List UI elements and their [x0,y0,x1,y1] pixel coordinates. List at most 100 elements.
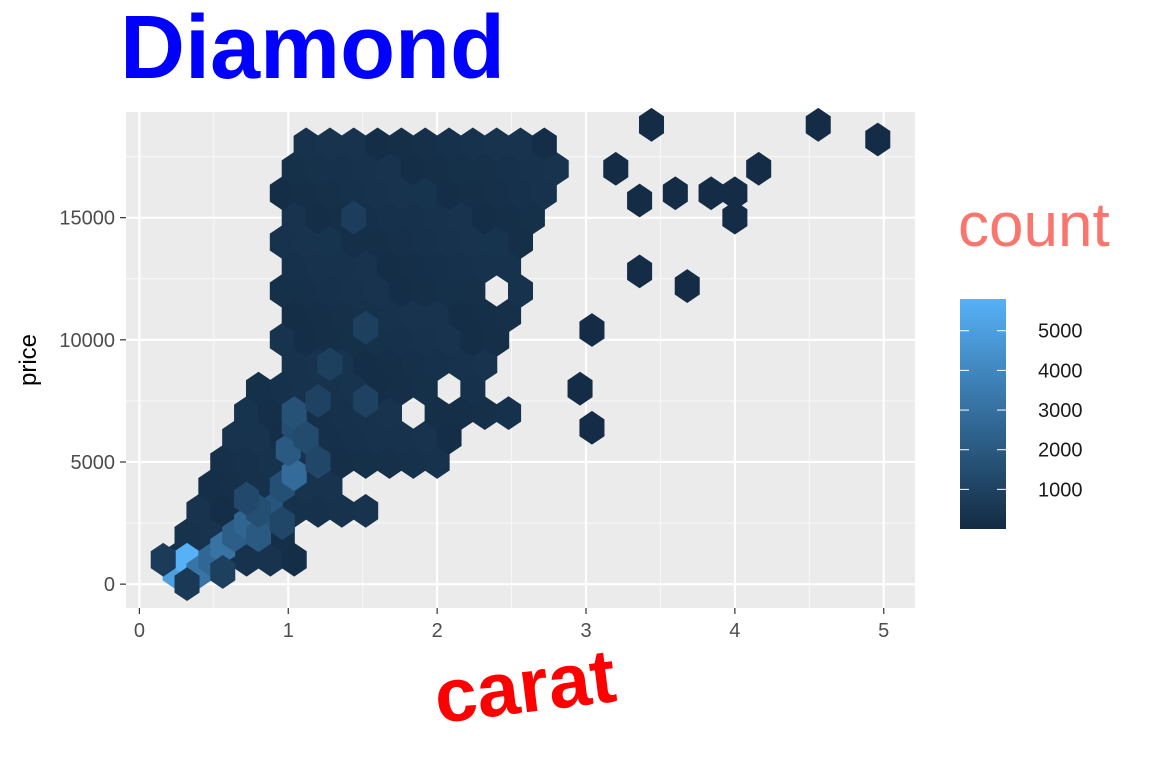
hex-bin [496,200,522,235]
hex-bin [496,298,522,333]
y-tick-label: 15000 [59,208,115,230]
hex-bin [317,176,343,211]
hex-bin [281,347,307,382]
hex-bin [412,371,438,406]
hex-bin [412,420,438,455]
hex-bin [317,347,343,382]
hex-bin [293,225,319,259]
hex-bin [496,151,522,186]
x-tick-label: 1 [283,620,294,642]
hex-bin [269,371,295,406]
hex-bin [496,396,522,431]
hex-bin [484,322,510,357]
y-axis-tick-labels: 0 5000 10000 15000 [59,208,115,597]
hex-bin [293,274,319,308]
hex-bin [519,151,545,186]
hex-bin [329,396,355,431]
hex-bin [305,493,331,528]
hex-bin [281,151,307,186]
hex-bin [603,151,629,186]
hex-bin [293,420,319,455]
hex-bin [507,225,534,259]
x-tick-label: 4 [729,620,740,642]
hex-bin [329,249,355,284]
hex-bin [234,481,260,516]
hex-bin [281,249,307,284]
hex-bin [448,347,474,382]
hex-bin [412,176,438,211]
hex-bin [460,127,486,162]
hex-bin [627,183,653,218]
hex-bin [448,298,474,333]
hex-bin [722,200,748,235]
hex-bin [531,127,557,162]
hex-bin [353,249,379,284]
hex-bin [317,469,343,504]
hex-bin [436,274,462,308]
hex-bin [400,298,426,333]
hex-bin [376,298,403,333]
hex-bin [305,445,331,479]
hex-bin [496,249,522,284]
hex-bin [281,200,307,235]
hex-bin [353,151,379,186]
hex-bin [424,249,450,284]
hex-bin [472,200,498,235]
hex-bin [865,122,891,157]
legend-title: count [958,191,1110,260]
hex-bin [269,225,295,259]
hex-bin [484,176,510,211]
hex-bin [531,176,557,211]
hex-bin [329,493,355,528]
hex-bin [234,542,260,577]
hex-bin [353,347,379,382]
hex-bin [245,371,272,406]
hex-bin [293,176,319,211]
hex-bin [436,322,462,357]
hex-bin [150,542,176,577]
hex-bin [174,567,200,602]
hex-bin [293,127,319,162]
hex-bin [317,274,343,308]
hex-bin [388,274,414,308]
hex-bin [436,127,462,162]
hex-bin [269,322,295,357]
hex-bin [424,396,450,431]
hex-bin [365,225,391,259]
hex-layer [150,107,891,602]
hex-bin [662,176,688,211]
hex-bin [424,298,450,333]
hex-bin [353,493,379,528]
hex-bin [507,176,534,211]
hex-bin [638,107,665,142]
legend-label: 2000 [1038,440,1083,462]
hex-bin [400,151,426,186]
legend-colorbar [960,299,1006,529]
legend-label: 4000 [1038,360,1083,382]
hex-bin [424,151,450,186]
hex-bin [305,151,331,186]
hex-bin [341,274,367,308]
hex-bin [722,176,748,211]
hex-bin [222,420,248,455]
hex-bin [341,225,367,259]
hex-bin [579,410,605,445]
x-tick-label: 3 [580,620,591,642]
hex-bin [484,127,510,162]
hex-bin [627,254,653,289]
hex-bin [472,249,498,284]
hex-bin [317,322,343,357]
hex-bin [317,420,343,455]
hex-bin [329,445,355,479]
hex-bin [472,298,498,333]
hex-bin [376,396,403,431]
hex-bin [400,200,426,235]
hex-bin [281,542,307,577]
hex-bin [805,107,831,142]
y-tick-label: 0 [104,574,115,596]
y-axis-title: price [15,334,42,386]
hex-bin [436,420,462,455]
hex-bin [412,225,438,259]
hex-bin [317,127,343,162]
